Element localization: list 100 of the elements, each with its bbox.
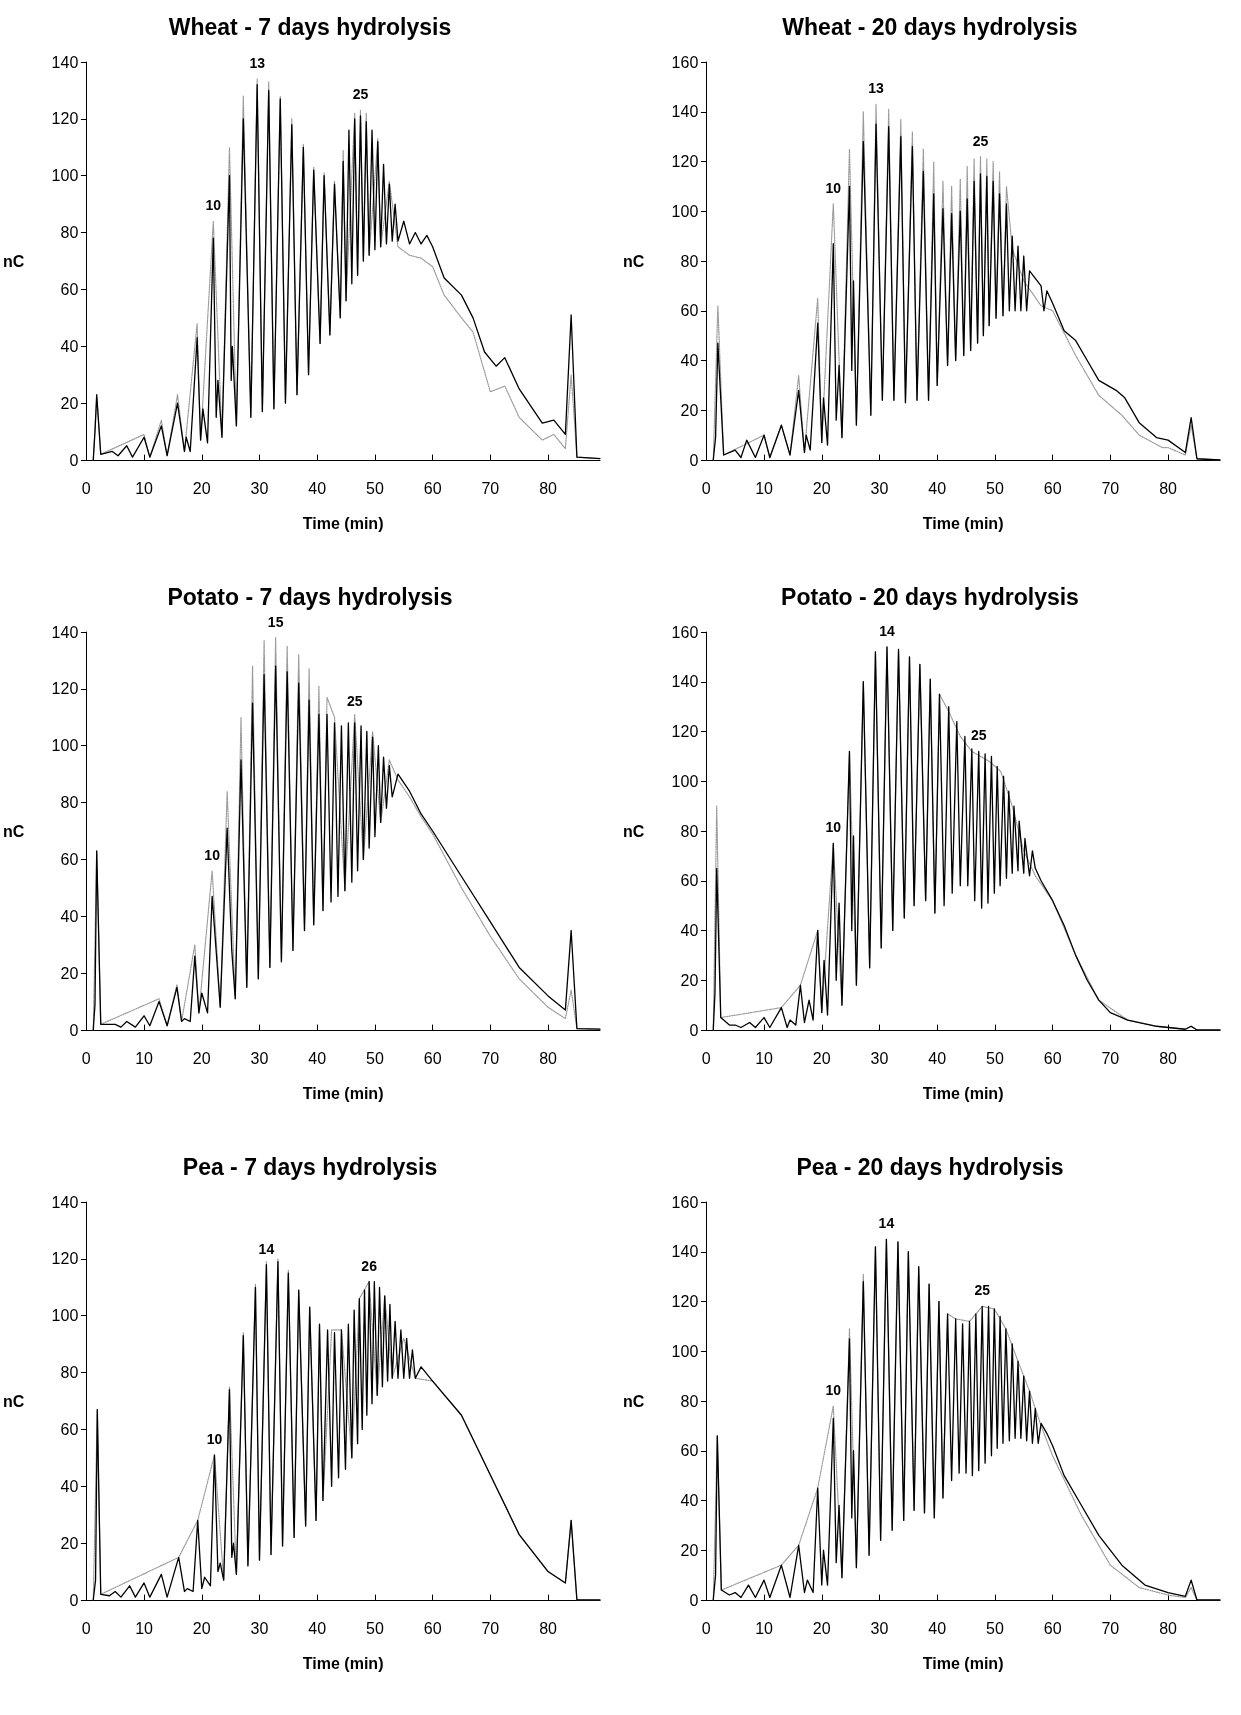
x-tick-label: 80 — [1159, 1619, 1178, 1637]
x-tick-label: 20 — [812, 1619, 831, 1637]
x-tick-label: 70 — [1101, 1619, 1120, 1637]
x-tick-label: 40 — [928, 479, 947, 497]
x-tick-label: 70 — [481, 1049, 500, 1067]
y-tick-label: 0 — [69, 1591, 79, 1609]
y-axis-title: nC — [3, 1392, 25, 1410]
y-tick-label: 140 — [51, 53, 79, 71]
y-tick-label: 140 — [51, 623, 79, 641]
y-axis-title: nC — [623, 822, 645, 840]
x-tick-label: 40 — [308, 1619, 327, 1637]
x-tick-label: 50 — [986, 1619, 1004, 1637]
x-tick-label: 10 — [755, 1619, 774, 1637]
y-axis-title: nC — [623, 252, 645, 270]
x-tick-label: 10 — [755, 1049, 774, 1067]
y-tick-label: 0 — [69, 1021, 79, 1039]
x-axis-title: Time (min) — [302, 1654, 384, 1672]
x-tick-label: 50 — [366, 479, 384, 497]
annotation: 25 — [346, 693, 363, 710]
y-tick-label: 120 — [51, 1250, 79, 1268]
x-tick-label: 40 — [308, 1049, 327, 1067]
y-tick-label: 20 — [60, 964, 79, 982]
x-tick-label: 60 — [423, 479, 442, 497]
chart-title: Wheat - 20 days hydrolysis — [782, 13, 1078, 40]
annotation: 25 — [970, 727, 987, 744]
x-tick-label: 30 — [250, 479, 269, 497]
x-tick-label: 60 — [423, 1049, 442, 1067]
y-tick-label: 60 — [60, 850, 79, 868]
y-tick-label: 20 — [680, 1541, 699, 1559]
x-tick-label: 30 — [250, 1619, 269, 1637]
y-tick-label: 100 — [51, 1307, 79, 1325]
y-axis-title: nC — [3, 822, 25, 840]
x-tick-label: 30 — [250, 1049, 269, 1067]
y-tick-label: 160 — [671, 623, 699, 641]
y-tick-label: 100 — [671, 202, 699, 220]
x-tick-label: 20 — [192, 479, 211, 497]
annotation: 14 — [879, 622, 895, 639]
annotation: 10 — [825, 1381, 842, 1398]
x-tick-label: 70 — [481, 1619, 500, 1637]
y-tick-label: 140 — [671, 673, 699, 691]
x-tick-label: 80 — [539, 479, 558, 497]
x-tick-label: 50 — [986, 479, 1004, 497]
y-tick-label: 80 — [60, 1364, 79, 1382]
y-tick-label: 120 — [671, 1293, 699, 1310]
y-tick-label: 60 — [680, 1442, 699, 1460]
y-tick-label: 0 — [69, 451, 79, 469]
x-tick-label: 0 — [81, 1049, 91, 1067]
x-tick-label: 40 — [928, 1049, 947, 1067]
x-tick-label: 40 — [308, 479, 327, 497]
y-tick-label: 140 — [671, 103, 699, 121]
y-tick-label: 80 — [680, 822, 699, 840]
annotation: 10 — [204, 846, 221, 863]
annotation: 15 — [267, 613, 284, 630]
x-tick-label: 60 — [423, 1619, 442, 1637]
x-tick-label: 10 — [135, 1619, 154, 1637]
annotation: 13 — [868, 80, 885, 97]
y-tick-label: 20 — [60, 394, 79, 412]
x-tick-label: 80 — [539, 1619, 558, 1637]
y-tick-label: 40 — [60, 907, 79, 925]
y-tick-label: 120 — [671, 153, 699, 170]
x-axis-title: Time (min) — [922, 1084, 1004, 1102]
x-tick-label: 40 — [928, 1619, 947, 1637]
chart-title: Pea - 7 days hydrolysis — [182, 1153, 438, 1180]
annotation: 10 — [825, 819, 842, 836]
x-tick-label: 0 — [701, 1049, 711, 1067]
annotation: 13 — [249, 55, 266, 72]
chart-title: Wheat - 7 days hydrolysis — [168, 13, 452, 40]
y-tick-label: 60 — [680, 872, 699, 890]
x-tick-label: 0 — [701, 479, 711, 497]
y-tick-label: 40 — [680, 922, 699, 939]
x-tick-label: 50 — [366, 1619, 384, 1637]
y-tick-label: 0 — [689, 1591, 699, 1609]
y-tick-label: 140 — [51, 1193, 79, 1211]
y-tick-label: 0 — [689, 1021, 699, 1039]
x-axis-title: Time (min) — [922, 1654, 1004, 1672]
annotation: 25 — [352, 86, 369, 103]
annotation: 26 — [361, 1257, 378, 1274]
chart-title: Potato - 20 days hydrolysis — [781, 583, 1079, 610]
y-tick-label: 20 — [680, 971, 699, 989]
annotation: 10 — [206, 1431, 223, 1448]
x-tick-label: 0 — [81, 1619, 91, 1637]
x-tick-label: 20 — [812, 1049, 831, 1067]
x-tick-label: 30 — [870, 1619, 889, 1637]
x-tick-label: 80 — [1159, 1049, 1178, 1067]
y-tick-label: 120 — [51, 680, 79, 698]
y-tick-label: 140 — [671, 1243, 699, 1261]
x-tick-label: 60 — [1043, 1049, 1062, 1067]
x-tick-label: 10 — [135, 479, 154, 497]
y-axis-title: nC — [3, 252, 25, 270]
x-axis-title: Time (min) — [302, 514, 384, 532]
annotation: 10 — [205, 197, 222, 214]
y-tick-label: 80 — [680, 1392, 699, 1410]
y-tick-label: 20 — [60, 1534, 79, 1552]
y-tick-label: 60 — [60, 1420, 79, 1438]
y-tick-label: 40 — [60, 337, 79, 355]
x-tick-label: 50 — [986, 1049, 1004, 1067]
y-tick-label: 40 — [680, 352, 699, 369]
annotation: 10 — [825, 179, 842, 196]
x-tick-label: 60 — [1043, 1619, 1062, 1637]
y-axis-title: nC — [623, 1392, 645, 1410]
